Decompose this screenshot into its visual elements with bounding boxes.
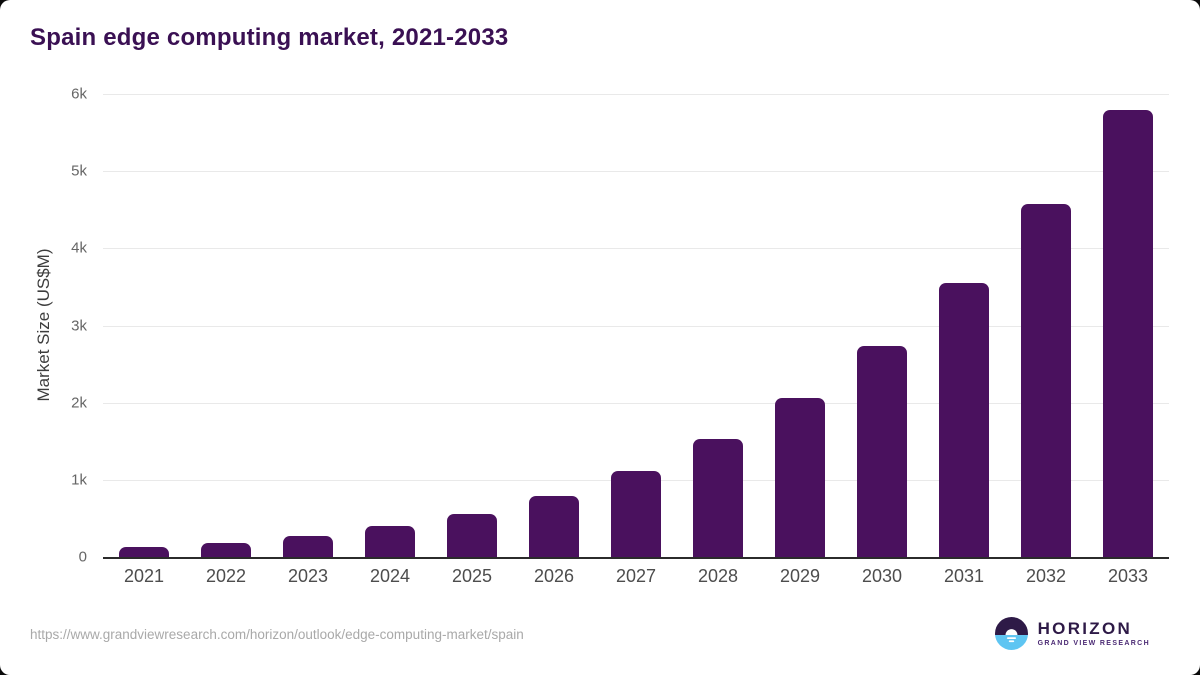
bar-2032 xyxy=(1021,204,1071,557)
bar-2028 xyxy=(693,438,743,557)
y-axis-tick-labels: 0 1k 2k 3k 4k 5k 6k xyxy=(48,86,95,566)
gridline-6k xyxy=(103,94,1169,95)
x-tick-label-2021: 2021 xyxy=(123,566,165,586)
brand-text-block: HORIZON GRAND VIEW RESEARCH xyxy=(1037,618,1150,648)
y-tick-label-0: 0 xyxy=(78,548,87,566)
y-tick-label-1k: 1k xyxy=(71,471,87,489)
bar-2024 xyxy=(365,526,415,557)
bar-2030 xyxy=(857,345,907,557)
bar-2026 xyxy=(529,495,579,557)
y-tick-label-6k: 6k xyxy=(71,85,87,103)
x-tick-label-2024: 2024 xyxy=(369,566,411,586)
y-tick-label-3k: 3k xyxy=(71,317,87,334)
y-tick-label-5k: 5k xyxy=(71,162,87,180)
gridline-3k xyxy=(103,325,1169,327)
bar-2021 xyxy=(119,546,169,557)
y-tick-label-2k: 2k xyxy=(71,394,87,412)
x-tick-label-2027: 2027 xyxy=(615,566,657,586)
gridline-5k xyxy=(103,171,1169,173)
chart-title: Spain edge computing market, 2021-2033 xyxy=(30,24,509,51)
bar-2029 xyxy=(775,398,825,557)
horizon-sun-circle-icon xyxy=(994,617,1028,650)
y-tick-label-4k: 4k xyxy=(71,239,87,257)
x-tick-label-2028: 2028 xyxy=(697,566,739,586)
horizon-logo: HORIZON GRAND VIEW RESEARCH xyxy=(994,617,1150,650)
bar-2023 xyxy=(283,536,333,557)
bar-2031 xyxy=(939,283,989,557)
x-tick-label-2031: 2031 xyxy=(943,566,985,586)
x-tick-label-2029: 2029 xyxy=(779,566,821,586)
bar-2033 xyxy=(1103,110,1153,557)
gridline-4k xyxy=(103,248,1169,250)
x-tick-label-2032: 2032 xyxy=(1025,566,1067,586)
brand-name: HORIZON xyxy=(1037,618,1133,638)
x-tick-label-2023: 2023 xyxy=(287,566,329,586)
x-tick-label-2026: 2026 xyxy=(533,566,575,586)
plot-area xyxy=(103,94,1169,559)
bar-2025 xyxy=(447,513,497,557)
brand-subtitle: GRAND VIEW RESEARCH xyxy=(1037,640,1150,648)
bar-2022 xyxy=(201,542,251,557)
x-tick-label-2022: 2022 xyxy=(205,566,247,586)
x-tick-label-2025: 2025 xyxy=(451,566,493,586)
x-tick-label-2033: 2033 xyxy=(1107,566,1149,586)
x-tick-label-2030: 2030 xyxy=(861,566,903,586)
x-axis-tick-labels: 2021 2022 2023 2024 2025 2026 2027 2028 2029 2030… xyxy=(103,566,1169,592)
gridline-2k xyxy=(103,402,1169,404)
source-url: https://www.grandviewresearch.com/horizo… xyxy=(30,627,524,642)
bar-2027 xyxy=(611,471,661,557)
